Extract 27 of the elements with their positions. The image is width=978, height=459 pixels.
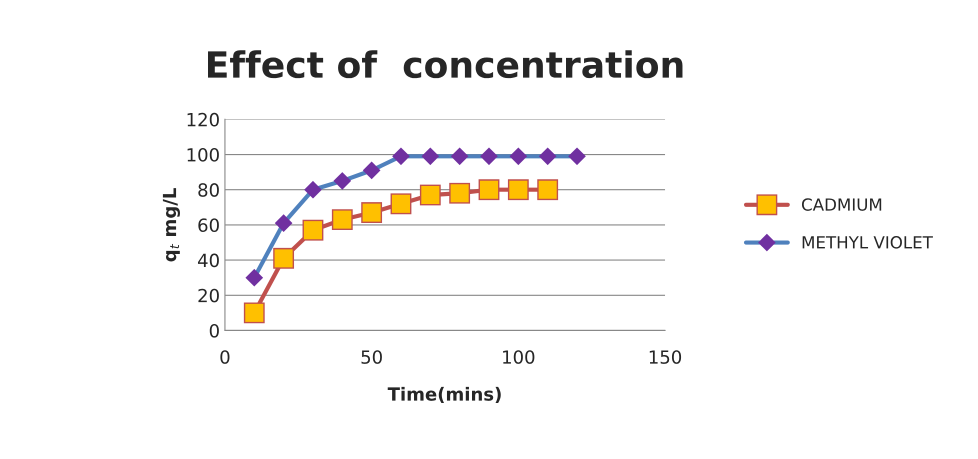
y-tick-label: 0	[210, 324, 219, 338]
x-tick-label: 100	[503, 350, 534, 364]
point	[537, 179, 558, 200]
point	[390, 193, 412, 214]
y-tick-label: 100	[188, 148, 219, 162]
y-tick-label: 120	[188, 112, 219, 126]
x-tick-label: 0	[220, 350, 230, 364]
chart-title: Effect of concentration	[208, 50, 682, 78]
point	[244, 302, 265, 324]
point	[449, 182, 470, 204]
point	[478, 179, 500, 200]
point	[508, 179, 529, 200]
point	[420, 184, 441, 206]
y-tick-label: 80	[198, 183, 219, 197]
point	[332, 209, 353, 230]
x-tick-label: 150	[650, 350, 682, 364]
x-axis-title: Time(mins)	[388, 386, 501, 403]
y-tick-label: 20	[198, 288, 219, 302]
legend-label: METHYL VIOLET	[802, 236, 933, 249]
legend-label: CADMIUM	[802, 198, 882, 211]
x-tick-label: 50	[362, 350, 382, 364]
y-tick-label: 40	[198, 254, 219, 268]
point	[302, 220, 324, 241]
point	[361, 202, 382, 224]
y-axis-title: q$_{t}$ mg/L	[162, 188, 180, 262]
point	[273, 248, 294, 269]
y-tick-label: 60	[198, 218, 219, 232]
